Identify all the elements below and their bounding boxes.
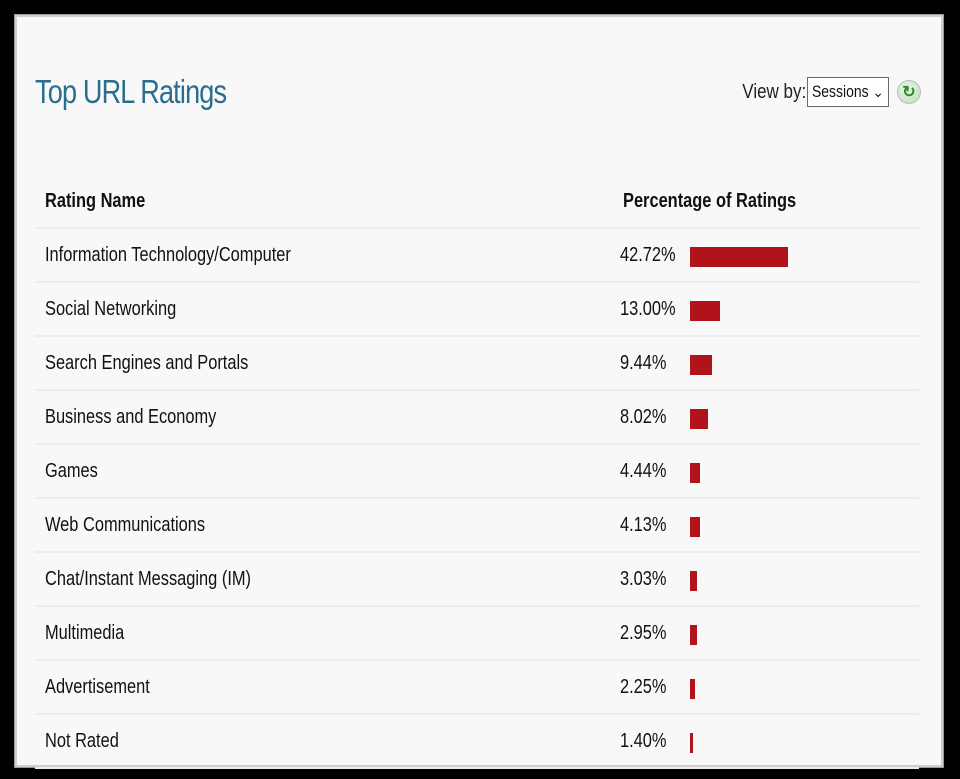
view-by-control: View by: Sessions ⌄ ↻ [731,77,921,107]
rating-percent: 4.13% [620,513,667,536]
table-row: Search Engines and Portals 9.44% [35,337,919,391]
ratings-table: Rating Name Percentage of Ratings Inform… [35,175,919,769]
rating-name: Business and Economy [45,405,217,428]
percent-bar [690,355,712,375]
rating-name: Multimedia [45,621,125,644]
table-row: Information Technology/Computer 42.72% [35,229,919,283]
table-body: Information Technology/Computer 42.72% Soc… [35,229,919,769]
percent-bar-track [690,299,919,321]
table-row: Advertisement 2.25% [35,661,919,715]
header-rating-name: Rating Name [45,189,146,212]
rating-percent: 2.95% [620,621,667,644]
rating-name: Chat/Instant Messaging (IM) [45,567,251,590]
rating-percent: 9.44% [620,351,667,374]
view-by-selected: Sessions [812,82,869,101]
percent-bar-track [690,407,919,429]
percent-bar [690,733,694,753]
percent-bar [690,247,789,267]
rating-name: Information Technology/Computer [45,243,291,266]
percent-bar-track [690,245,919,267]
rating-percent: 3.03% [620,567,667,590]
table-row: Social Networking 13.00% [35,283,919,337]
percent-bar [690,301,720,321]
header-percentage: Percentage of Ratings [623,189,797,212]
rating-name: Search Engines and Portals [45,351,249,374]
table-row: Games 4.44% [35,445,919,499]
percent-bar-track [690,569,919,591]
percent-bar [690,409,709,429]
panel-title: Top URL Ratings [35,73,227,110]
table-row: Chat/Instant Messaging (IM) 3.03% [35,553,919,607]
percent-bar-track [690,623,919,645]
percent-bar [690,571,698,591]
rating-name: Social Networking [45,297,177,320]
rating-percent: 42.72% [620,243,676,266]
percent-bar [690,679,696,699]
table-row: Business and Economy 8.02% [35,391,919,445]
rating-name: Web Communications [45,513,206,536]
percent-bar-track [690,731,919,753]
rating-percent: 2.25% [620,675,667,698]
rating-percent: 8.02% [620,405,667,428]
rating-name: Advertisement [45,675,150,698]
table-row: Not Rated 1.40% [35,715,919,769]
percent-bar [690,463,701,483]
view-by-label: View by: [742,80,807,103]
percent-bar [690,517,700,537]
refresh-icon[interactable]: ↻ [897,80,921,104]
percent-bar [690,625,697,645]
view-by-select[interactable]: Sessions ⌄ [807,77,889,107]
percent-bar-track [690,461,919,483]
chevron-down-icon: ⌄ [872,83,884,100]
percent-bar-track [690,515,919,537]
table-row: Web Communications 4.13% [35,499,919,553]
percent-bar-track [690,677,919,699]
rating-name: Not Rated [45,729,119,752]
rating-percent: 4.44% [620,459,667,482]
table-header-row: Rating Name Percentage of Ratings [35,175,919,229]
rating-percent: 13.00% [620,297,676,320]
rating-name: Games [45,459,98,482]
table-row: Multimedia 2.95% [35,607,919,661]
top-url-ratings-panel: Top URL Ratings View by: Sessions ⌄ ↻ Ra… [14,14,944,769]
rating-percent: 1.40% [620,729,667,752]
percent-bar-track [690,353,919,375]
